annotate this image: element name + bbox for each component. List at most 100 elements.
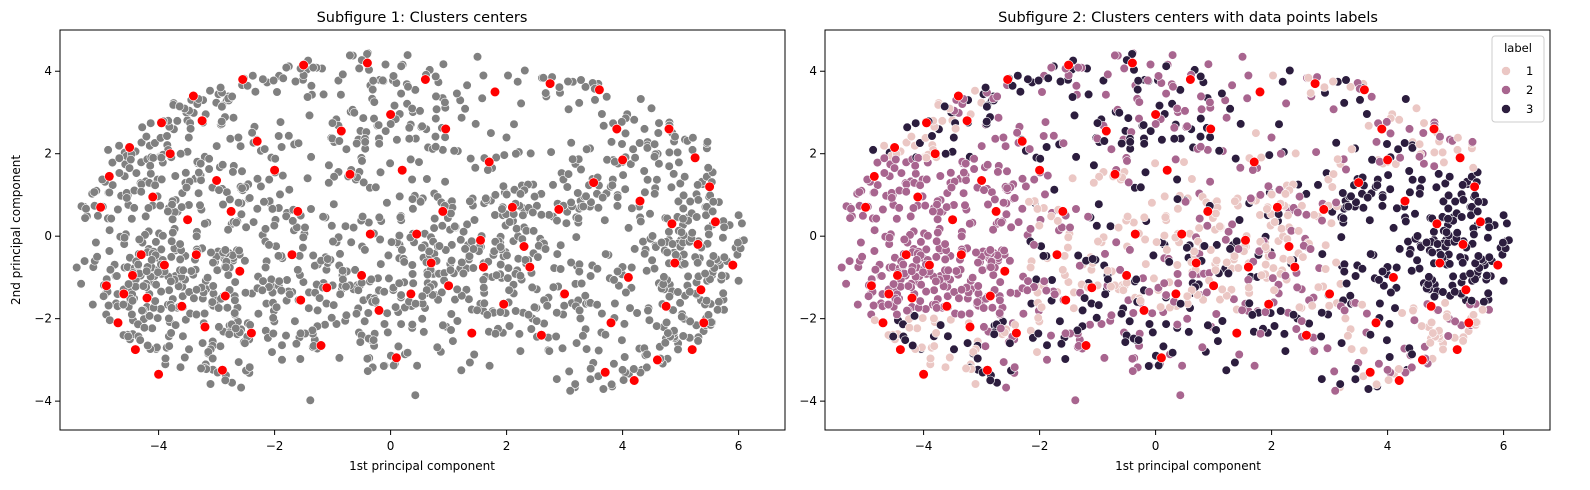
data-point (1291, 324, 1301, 334)
data-point (956, 285, 967, 295)
data-point (943, 291, 953, 301)
data-point (970, 379, 981, 389)
data-point (1382, 365, 1393, 375)
cluster-center (426, 257, 437, 269)
data-point (1197, 342, 1207, 352)
data-point (1055, 316, 1065, 326)
data-point (1144, 319, 1155, 329)
data-point (592, 300, 602, 310)
cluster-center (286, 249, 298, 260)
data-point (230, 295, 240, 305)
cluster-center (976, 175, 987, 186)
cluster-center (420, 74, 431, 85)
data-point (151, 280, 161, 290)
data-point (901, 137, 912, 148)
data-point (516, 98, 526, 108)
data-point (1280, 271, 1290, 281)
data-point (983, 199, 993, 210)
data-point (490, 329, 501, 339)
cluster-center (877, 317, 889, 328)
cluster-center (1309, 78, 1321, 89)
data-point (678, 331, 688, 341)
data-point (1160, 212, 1170, 222)
data-point (837, 262, 847, 273)
data-point (977, 141, 987, 151)
data-point (541, 88, 551, 98)
data-point (644, 315, 655, 325)
data-point (1010, 362, 1020, 372)
data-point (1280, 346, 1290, 356)
data-point (200, 219, 210, 229)
data-point (478, 275, 488, 285)
cluster-center (1202, 206, 1213, 217)
data-point (291, 339, 302, 349)
data-point (635, 138, 645, 148)
data-point (260, 224, 271, 234)
data-point (1135, 296, 1146, 306)
data-point (1346, 191, 1356, 201)
data-point (1438, 196, 1448, 206)
data-point (1093, 236, 1103, 247)
data-point (1164, 257, 1174, 267)
data-point (987, 303, 998, 313)
data-point (590, 95, 600, 105)
data-point (929, 313, 939, 324)
data-point (528, 207, 538, 217)
cluster-center (947, 214, 958, 225)
data-point (1161, 88, 1171, 99)
data-point (195, 200, 205, 210)
data-point (554, 82, 565, 92)
data-point (979, 322, 989, 332)
cluster-center (237, 74, 248, 85)
data-point (234, 198, 244, 208)
x-tick-label: 4 (619, 439, 627, 453)
cluster-center (246, 328, 257, 339)
data-point (1429, 292, 1439, 302)
data-point (204, 154, 214, 164)
data-point (1400, 138, 1410, 148)
data-point (879, 153, 889, 163)
data-point (683, 271, 693, 282)
data-point (636, 94, 646, 104)
data-point (1042, 355, 1052, 365)
data-point (1151, 237, 1162, 247)
cluster-center (1289, 262, 1300, 273)
data-point (1385, 184, 1395, 194)
data-point (606, 137, 617, 147)
data-point (1458, 336, 1468, 346)
panel-2-title: Subfigure 2: Clusters centers with data … (998, 10, 1378, 26)
data-point (1276, 306, 1286, 316)
data-point (511, 224, 522, 234)
data-point (1223, 268, 1233, 279)
data-point (394, 231, 405, 241)
data-point (872, 158, 883, 168)
data-point (1407, 349, 1417, 359)
data-point (234, 357, 244, 367)
cluster-center (397, 165, 408, 176)
cluster-center (1365, 367, 1376, 378)
data-point (548, 180, 558, 190)
data-point (1099, 353, 1109, 363)
data-point (460, 104, 470, 114)
data-point (221, 262, 231, 272)
data-point (921, 244, 931, 254)
panel-1-x-ticks: −4 −2 0 2 4 6 (150, 430, 742, 453)
data-point (1230, 357, 1240, 368)
cluster-center (518, 241, 530, 252)
data-point (1114, 108, 1124, 118)
data-point (1371, 137, 1382, 147)
data-point (278, 73, 288, 83)
data-point (281, 331, 291, 341)
data-point (389, 100, 400, 111)
data-point (909, 311, 920, 321)
data-point (350, 265, 360, 275)
data-point (1023, 74, 1033, 84)
cluster-center (478, 262, 489, 273)
cluster-center (356, 270, 367, 281)
data-point (1285, 65, 1295, 76)
data-point (1395, 244, 1405, 254)
cluster-center (953, 90, 964, 102)
data-point (1033, 328, 1043, 339)
data-point (1015, 87, 1026, 97)
data-point (680, 259, 690, 269)
